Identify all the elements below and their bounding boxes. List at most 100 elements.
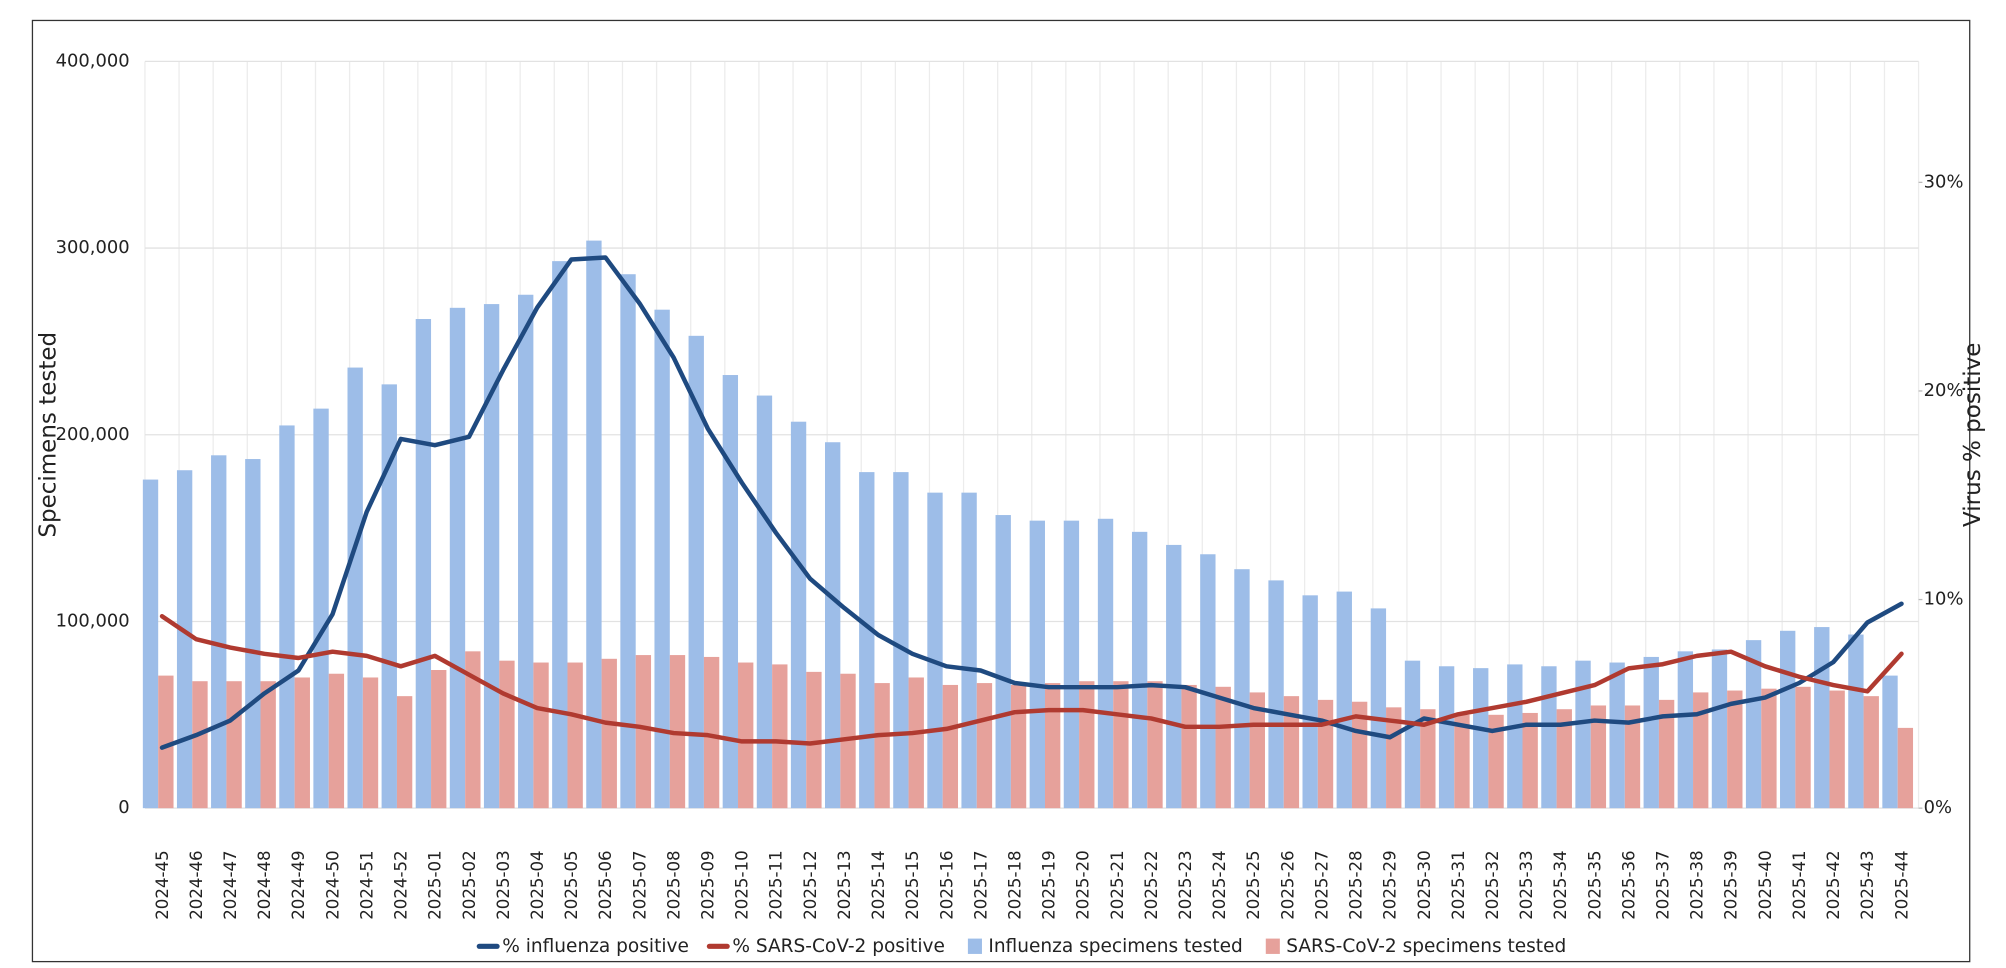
x-tick-label: 2024-51 [357, 850, 376, 919]
bar [1249, 692, 1265, 809]
legend-label: % influenza positive [502, 936, 689, 957]
y2-axis-title: Virus % positive [1960, 343, 1986, 527]
bar [245, 459, 261, 809]
bar [703, 656, 720, 809]
bar [226, 681, 242, 809]
x-tick-label: 2025-35 [1585, 850, 1604, 919]
bar [158, 675, 174, 809]
x-tick-label: 2024-49 [289, 850, 308, 919]
lines [159, 255, 1904, 750]
bar [142, 479, 159, 809]
x-tick-label: 2025-12 [801, 850, 820, 919]
x-tick-label: 2024-45 [153, 850, 172, 919]
y2-tick-label: 20% [1924, 380, 1964, 401]
bar [893, 472, 909, 809]
bar [1317, 699, 1334, 809]
bars [142, 240, 1914, 809]
x-tick-label: 2025-44 [1892, 850, 1911, 919]
bar [499, 660, 515, 809]
bar [772, 664, 788, 809]
legend-swatch [1265, 938, 1280, 954]
bar [1200, 554, 1216, 809]
y-tick-label: 400,000 [56, 50, 130, 71]
bar [620, 274, 636, 809]
bar [192, 681, 208, 809]
x-tick-label: 2025-34 [1551, 850, 1570, 919]
bar [328, 673, 345, 809]
bar [1795, 686, 1811, 809]
bar [533, 662, 549, 809]
bar [211, 455, 227, 809]
bar [294, 677, 310, 809]
bar [995, 515, 1011, 809]
bar [908, 677, 924, 809]
x-tick-label: 2025-05 [562, 850, 581, 919]
bar [431, 670, 447, 809]
x-tick-label: 2025-15 [903, 850, 922, 919]
legend-label: SARS-CoV-2 specimens tested [1286, 936, 1566, 957]
bar [1351, 701, 1368, 809]
bar [1711, 649, 1728, 809]
x-tick-label: 2025-26 [1278, 850, 1297, 919]
bar [1438, 666, 1455, 809]
x-tick-label: 2025-31 [1449, 850, 1468, 919]
bar [1044, 683, 1061, 809]
x-tick-label: 2025-23 [1176, 850, 1195, 919]
bar [1624, 705, 1641, 809]
x-tick-label: 2025-29 [1381, 850, 1400, 919]
bar [552, 261, 568, 809]
x-tick-label: 2025-11 [767, 850, 786, 919]
x-tick-label: 2025-37 [1654, 850, 1673, 919]
bar [1404, 660, 1421, 809]
bar [1507, 664, 1523, 809]
x-tick-label: 2025-16 [937, 850, 956, 919]
bar [567, 662, 583, 809]
bar [381, 384, 397, 809]
bar [1882, 675, 1898, 809]
bar [1113, 681, 1129, 809]
x-tick-label: 2025-19 [1040, 850, 1059, 919]
bar [1268, 580, 1284, 809]
bar [483, 304, 500, 809]
bar [1029, 520, 1045, 809]
bar [654, 309, 670, 809]
bar [347, 367, 363, 809]
legend-swatch [967, 938, 982, 954]
y2-tick-label: 0% [1924, 797, 1952, 818]
bar [1829, 690, 1845, 809]
bar [1010, 684, 1027, 809]
x-tick-label: 2025-02 [460, 850, 479, 919]
bar [1079, 681, 1095, 809]
x-tick-label: 2025-13 [835, 850, 854, 919]
x-tick-label: 2025-30 [1415, 850, 1434, 919]
bar [1166, 544, 1182, 809]
bar [756, 395, 773, 809]
x-tick-label: 2025-32 [1483, 850, 1502, 919]
bar [1370, 608, 1387, 809]
x-tick-label: 2025-01 [426, 850, 445, 919]
bar [1727, 690, 1743, 809]
bar [790, 421, 807, 809]
x-tick-label: 2025-22 [1142, 850, 1161, 919]
y-tick-label: 100,000 [56, 610, 130, 631]
x-tick-label: 2025-38 [1688, 850, 1707, 919]
bar [601, 658, 617, 809]
bar [362, 677, 379, 809]
bar [1420, 709, 1436, 809]
bar [313, 408, 329, 809]
x-tick-label: 2025-43 [1858, 850, 1877, 919]
bar [1488, 714, 1504, 809]
x-tick-label: 2025-17 [971, 850, 990, 919]
x-tick-label: 2025-09 [699, 850, 718, 919]
y-tick-label: 200,000 [56, 424, 130, 445]
bar [1541, 666, 1557, 809]
bar [1780, 630, 1796, 809]
bar [976, 683, 993, 809]
bar [1863, 696, 1879, 809]
bar [1522, 712, 1538, 809]
bar [722, 375, 739, 809]
y2-tick-label: 30% [1924, 171, 1964, 192]
bar [1215, 686, 1231, 809]
